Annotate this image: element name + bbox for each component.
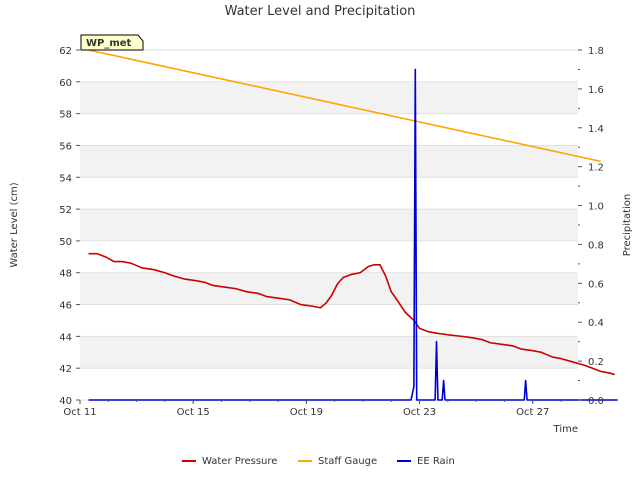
y-tick-label-left: 46 <box>59 301 72 312</box>
station-badge-box <box>80 34 144 51</box>
y-tick-label-left: 48 <box>59 269 72 280</box>
y-tick-label-right: 1.0 <box>588 202 604 213</box>
grid-band <box>80 81 578 114</box>
station-badge[interactable]: WP_met <box>80 34 144 51</box>
legend-label-staff-gauge: Staff Gauge <box>318 456 377 467</box>
y-axis-label-right: Precipitation <box>622 194 633 257</box>
legend-item-water-pressure[interactable]: Water Pressure <box>182 456 277 467</box>
legend-item-staff-gauge[interactable]: Staff Gauge <box>298 456 377 467</box>
x-tick-label: Oct 27 <box>516 407 549 418</box>
y-tick-label-right: 0.8 <box>588 240 604 251</box>
legend-item-ee-rain[interactable]: EE Rain <box>397 456 455 467</box>
y-tick-label-right: 1.6 <box>588 85 604 96</box>
legend-label-water-pressure: Water Pressure <box>202 456 277 467</box>
y-tick-label-right: 0.4 <box>588 318 604 329</box>
y-tick-label-right: 0.6 <box>588 279 604 290</box>
legend-label-ee-rain: EE Rain <box>417 456 455 467</box>
station-badge-label: WP_met <box>86 38 132 49</box>
grid-bands <box>80 49 578 401</box>
chart-title: Water Level and Precipitation <box>225 4 416 19</box>
legend: Water Pressure Staff Gauge EE Rain <box>182 456 455 467</box>
grid-band <box>80 209 578 241</box>
y-tick-label-right: 0.0 <box>588 396 604 407</box>
y-tick-label-left: 40 <box>59 396 72 407</box>
y-tick-label-left: 50 <box>59 237 72 248</box>
x-tick-label: Oct 15 <box>177 407 210 418</box>
grid-band <box>80 145 578 178</box>
y-tick-label-left: 56 <box>59 141 72 152</box>
y-tick-label-right: 0.2 <box>588 357 604 368</box>
x-tick-label: Oct 23 <box>403 407 436 418</box>
y-tick-label-left: 52 <box>59 205 72 216</box>
y-tick-label-right: 1.2 <box>588 163 604 174</box>
series-layer <box>88 49 618 401</box>
series-line-water-pressure <box>88 252 615 376</box>
x-tick-label: Oct 11 <box>63 407 96 418</box>
series-line-staff-gauge <box>88 49 601 163</box>
y-tick-label-left: 58 <box>59 110 72 121</box>
x-tick-label: Oct 19 <box>290 407 323 418</box>
series-line-ee-rain <box>88 68 618 401</box>
y-tick-label-left: 60 <box>59 78 72 89</box>
y-tick-label-left: 54 <box>59 173 72 184</box>
y-axis-label-left: Water Level (cm) <box>9 182 20 267</box>
axes: 40 42 44 46 48 50 52 54 56 58 60 62 0.0 0.2 0.4 0.6 0.8 1… <box>59 46 604 418</box>
x-axis-label: Time <box>553 424 578 435</box>
y-tick-label-right: 1.4 <box>588 124 604 135</box>
y-tick-label-left: 62 <box>59 46 72 57</box>
grid-band <box>80 336 578 369</box>
y-tick-label-left: 42 <box>59 364 72 375</box>
y-tick-label-right: 1.8 <box>588 46 604 57</box>
y-tick-label-left: 44 <box>59 332 72 343</box>
